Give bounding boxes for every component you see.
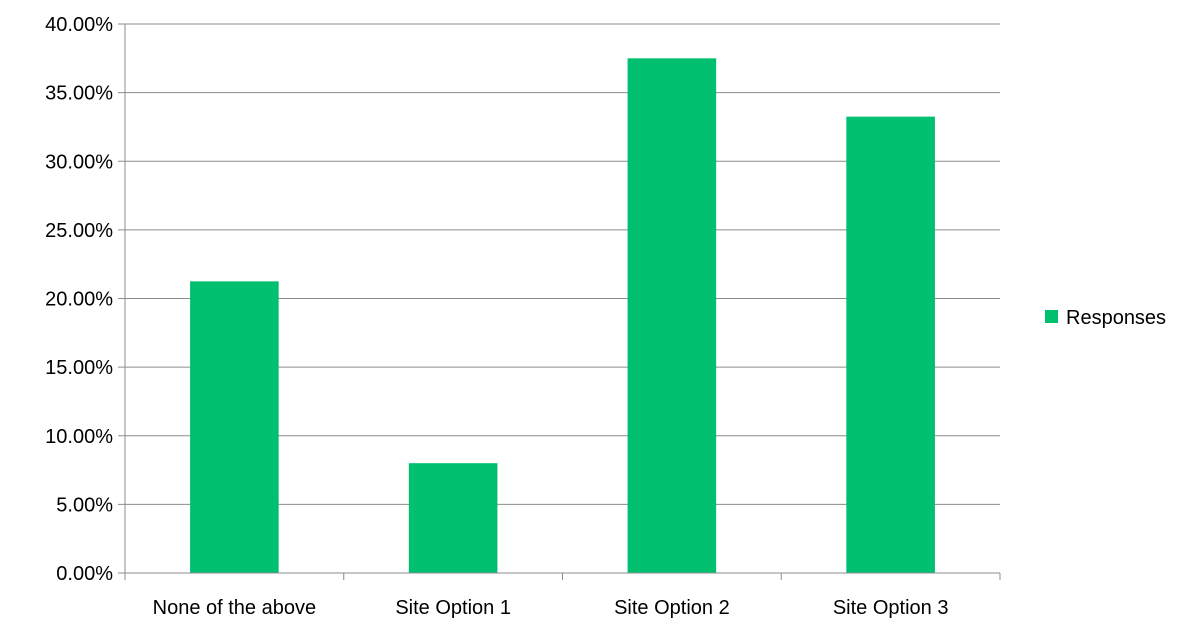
y-tick-label: 40.00% — [45, 14, 113, 36]
y-tick-label: 20.00% — [45, 289, 113, 311]
y-tick-label: 0.00% — [56, 563, 113, 585]
bar-none-of-the-above — [190, 281, 279, 573]
x-tick-labels: None of the above Site Option 1 Site Optio… — [153, 597, 949, 619]
legend-label-responses: Responses — [1066, 307, 1166, 329]
axes — [118, 23, 1001, 580]
legend: Responses — [1045, 307, 1166, 329]
bars — [190, 58, 935, 574]
x-tick-label: Site Option 1 — [395, 597, 511, 619]
y-tick-labels: 0.00% 5.00% 10.00% 15.00% 20.00% 25.00% 30.00%… — [45, 14, 113, 585]
x-tick-label: None of the above — [153, 597, 316, 619]
y-tick-label: 30.00% — [45, 151, 113, 173]
legend-swatch-responses — [1045, 310, 1058, 323]
x-tick-label: Site Option 2 — [614, 597, 730, 619]
bar-site-option-3 — [846, 116, 935, 574]
y-tick-label: 10.00% — [45, 426, 113, 448]
bar-site-option-2 — [627, 58, 717, 573]
y-tick-label: 5.00% — [56, 494, 113, 516]
y-tick-label: 35.00% — [45, 83, 113, 105]
x-tick-label: Site Option 3 — [833, 597, 949, 619]
y-tick-label: 15.00% — [45, 357, 113, 379]
y-tick-label: 25.00% — [45, 220, 113, 242]
bar-site-option-1 — [408, 463, 498, 573]
